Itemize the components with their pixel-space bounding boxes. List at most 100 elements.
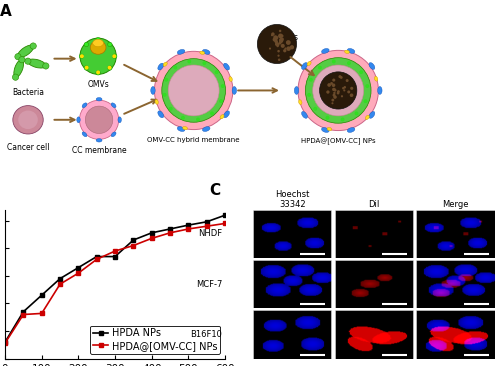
- Circle shape: [86, 106, 113, 134]
- Circle shape: [341, 95, 343, 97]
- Ellipse shape: [224, 63, 230, 70]
- HPDA NPs: [149, 231, 155, 235]
- Ellipse shape: [178, 49, 185, 54]
- Circle shape: [332, 88, 336, 91]
- Circle shape: [284, 48, 286, 50]
- HPDA NPs: [76, 265, 82, 270]
- Circle shape: [112, 54, 116, 58]
- Circle shape: [80, 54, 84, 58]
- HPDA@[OMV-CC] NPs: [57, 282, 63, 286]
- Circle shape: [96, 71, 100, 75]
- Circle shape: [290, 45, 294, 49]
- Ellipse shape: [224, 111, 230, 118]
- Ellipse shape: [111, 132, 116, 137]
- Ellipse shape: [302, 63, 308, 70]
- Circle shape: [80, 38, 116, 74]
- Circle shape: [219, 99, 223, 103]
- Ellipse shape: [18, 45, 34, 57]
- Circle shape: [108, 66, 112, 70]
- HPDA NPs: [112, 254, 118, 259]
- Text: HPDA@[OMV-CC] NPs: HPDA@[OMV-CC] NPs: [301, 138, 376, 145]
- Ellipse shape: [18, 111, 38, 129]
- Ellipse shape: [229, 76, 232, 81]
- Ellipse shape: [348, 49, 355, 53]
- HPDA@[OMV-CC] NPs: [186, 227, 192, 231]
- HPDA NPs: [2, 340, 8, 344]
- Circle shape: [283, 49, 286, 52]
- Circle shape: [312, 65, 364, 116]
- Circle shape: [342, 87, 344, 89]
- Text: HPDA NPs: HPDA NPs: [260, 33, 298, 42]
- Ellipse shape: [118, 117, 122, 123]
- Circle shape: [307, 93, 311, 97]
- Circle shape: [274, 36, 277, 39]
- Circle shape: [330, 82, 333, 85]
- HPDA@[OMV-CC] NPs: [130, 243, 136, 248]
- Circle shape: [269, 48, 271, 50]
- Ellipse shape: [19, 57, 25, 63]
- Ellipse shape: [344, 50, 350, 53]
- HPDA@[OMV-CC] NPs: [20, 312, 26, 317]
- Ellipse shape: [322, 128, 329, 132]
- Circle shape: [334, 89, 336, 92]
- HPDA@[OMV-CC] NPs: [38, 311, 44, 315]
- Title: Merge: Merge: [442, 200, 469, 209]
- HPDA NPs: [167, 227, 173, 231]
- Circle shape: [279, 39, 283, 43]
- Ellipse shape: [322, 49, 329, 53]
- Circle shape: [318, 66, 322, 70]
- Circle shape: [332, 60, 336, 63]
- Ellipse shape: [15, 53, 21, 60]
- Circle shape: [96, 37, 100, 42]
- Circle shape: [320, 72, 357, 109]
- Circle shape: [364, 99, 368, 103]
- Circle shape: [359, 70, 363, 74]
- Circle shape: [278, 55, 280, 57]
- Ellipse shape: [13, 106, 43, 134]
- Circle shape: [309, 78, 313, 82]
- Circle shape: [326, 90, 330, 94]
- Circle shape: [168, 65, 219, 116]
- Ellipse shape: [24, 58, 31, 64]
- Ellipse shape: [28, 59, 46, 68]
- Circle shape: [162, 59, 226, 122]
- Circle shape: [340, 76, 342, 79]
- HPDA@[OMV-CC] NPs: [204, 224, 210, 228]
- Text: CC membrane: CC membrane: [72, 146, 126, 155]
- HPDA@[OMV-CC] NPs: [2, 341, 8, 346]
- Circle shape: [84, 66, 88, 70]
- Circle shape: [108, 66, 112, 70]
- Circle shape: [281, 35, 283, 37]
- Circle shape: [278, 59, 280, 61]
- Circle shape: [332, 83, 336, 87]
- Circle shape: [350, 87, 354, 90]
- Ellipse shape: [111, 103, 116, 108]
- Ellipse shape: [369, 63, 375, 70]
- Circle shape: [112, 54, 117, 59]
- Circle shape: [347, 90, 350, 93]
- Circle shape: [276, 43, 280, 46]
- HPDA@[OMV-CC] NPs: [167, 231, 173, 235]
- Circle shape: [196, 117, 200, 122]
- Circle shape: [354, 111, 358, 115]
- Ellipse shape: [202, 127, 210, 131]
- HPDA@[OMV-CC] NPs: [149, 236, 155, 240]
- Y-axis label: NHDF: NHDF: [198, 229, 222, 238]
- Circle shape: [272, 37, 276, 42]
- Circle shape: [154, 51, 233, 130]
- Y-axis label: B16F10: B16F10: [190, 330, 222, 339]
- Circle shape: [164, 78, 168, 82]
- Circle shape: [286, 40, 290, 45]
- Ellipse shape: [200, 51, 204, 55]
- Ellipse shape: [96, 98, 102, 101]
- Ellipse shape: [163, 62, 168, 66]
- Circle shape: [188, 60, 191, 63]
- Ellipse shape: [96, 139, 102, 142]
- Circle shape: [298, 51, 378, 131]
- Circle shape: [333, 92, 336, 94]
- Text: OMVs: OMVs: [87, 80, 109, 89]
- Circle shape: [96, 70, 100, 74]
- Ellipse shape: [158, 111, 164, 118]
- Ellipse shape: [294, 86, 299, 94]
- Circle shape: [274, 37, 278, 40]
